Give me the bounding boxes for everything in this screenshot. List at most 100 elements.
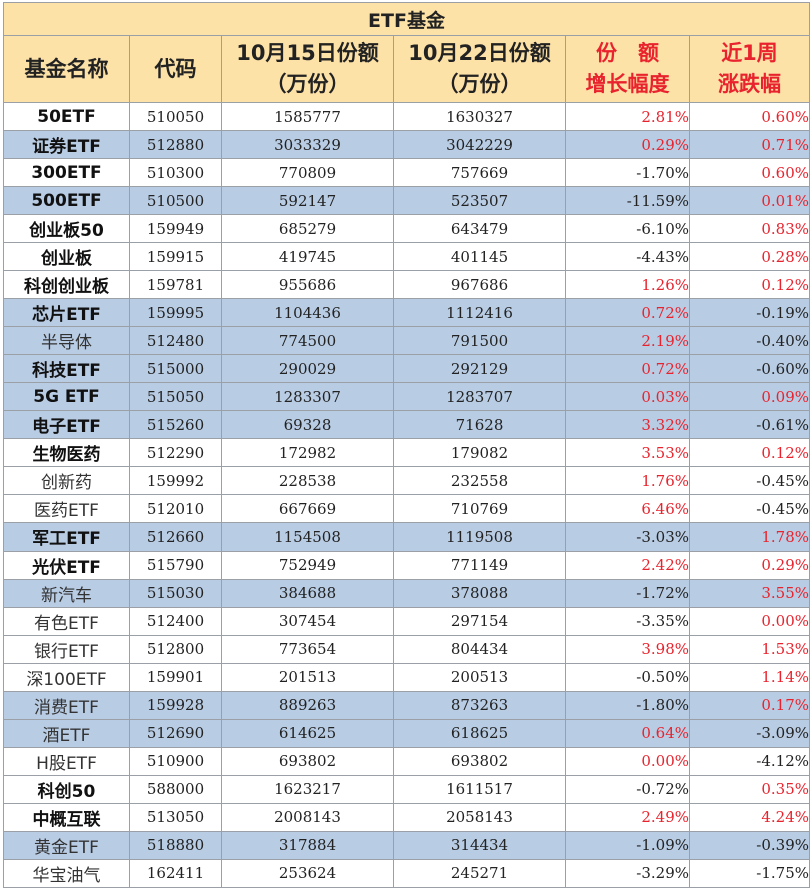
oct22-shares-cell: 314434: [393, 830, 566, 860]
share-growth-cell: -6.10%: [565, 214, 690, 244]
fund-name-cell: 创业板: [3, 242, 130, 272]
oct15-shares-cell: 253624: [221, 858, 394, 889]
fund-name-cell: 电子ETF: [3, 410, 130, 440]
fund-name-cell: 50ETF: [3, 101, 130, 132]
week-change-cell: 0.12%: [688, 270, 811, 300]
oct22-shares-cell: 771149: [393, 550, 566, 580]
oct15-shares-cell: 172982: [221, 438, 394, 468]
week-change-cell: -0.45%: [688, 466, 811, 496]
share-growth-cell: 6.46%: [565, 494, 690, 524]
share-growth-cell: -1.70%: [565, 158, 690, 188]
oct22-shares-cell: 804434: [393, 634, 566, 664]
week-change-cell: 0.00%: [688, 606, 811, 636]
fund-code-cell: 518880: [129, 830, 222, 860]
fund-code-cell: 512290: [129, 438, 222, 468]
oct22-shares-cell: 297154: [393, 606, 566, 636]
week-change-cell: 4.24%: [688, 802, 811, 832]
fund-code-cell: 510900: [129, 746, 222, 776]
fund-code-cell: 512660: [129, 522, 222, 552]
oct15-shares-cell: 317884: [221, 830, 394, 860]
oct22-shares-cell: 200513: [393, 662, 566, 692]
oct15-shares-cell: 770809: [221, 158, 394, 188]
oct15-shares-cell: 384688: [221, 578, 394, 608]
share-growth-cell: -1.09%: [565, 830, 690, 860]
table-row: 芯片ETF 159995 1104436 1112416 0.72% -0.19%: [3, 298, 811, 328]
share-growth-cell: 2.49%: [565, 802, 690, 832]
oct22-shares-cell: 3042229: [393, 130, 566, 160]
share-growth-cell: 3.98%: [565, 634, 690, 664]
fund-name-cell: 科创创业板: [3, 270, 130, 300]
fund-code-cell: 515260: [129, 410, 222, 440]
share-growth-cell: 0.72%: [565, 354, 690, 384]
week-change-cell: -0.60%: [688, 354, 811, 384]
oct15-shares-cell: 1283307: [221, 382, 394, 412]
header-oct22-shares: 10月22日份额 （万份）: [393, 35, 566, 103]
oct15-shares-cell: 955686: [221, 270, 394, 300]
table-row: 电子ETF 515260 69328 71628 3.32% -0.61%: [3, 410, 811, 440]
week-change-cell: -0.19%: [688, 298, 811, 328]
fund-code-cell: 159995: [129, 298, 222, 328]
share-growth-cell: 3.32%: [565, 410, 690, 440]
fund-name-cell: 500ETF: [3, 186, 130, 216]
fund-code-cell: 159915: [129, 242, 222, 272]
oct22-shares-cell: 791500: [393, 326, 566, 356]
fund-name-cell: 5G ETF: [3, 382, 130, 412]
table-row: 500ETF 510500 592147 523507 -11.59% 0.01%: [3, 186, 811, 216]
fund-code-cell: 162411: [129, 858, 222, 889]
week-change-cell: 1.78%: [688, 522, 811, 552]
oct22-shares-cell: 232558: [393, 466, 566, 496]
oct22-shares-cell: 71628: [393, 410, 566, 440]
week-change-cell: 0.09%: [688, 382, 811, 412]
oct22-shares-cell: 245271: [393, 858, 566, 889]
table-row: 光伏ETF 515790 752949 771149 2.42% 0.29%: [3, 550, 811, 580]
share-growth-cell: -1.80%: [565, 690, 690, 720]
table-row: 科创50 588000 1623217 1611517 -0.72% 0.35%: [3, 774, 811, 804]
share-growth-cell: -0.72%: [565, 774, 690, 804]
table-row: 300ETF 510300 770809 757669 -1.70% 0.60%: [3, 158, 811, 188]
week-change-cell: 0.35%: [688, 774, 811, 804]
share-growth-cell: -4.43%: [565, 242, 690, 272]
fund-code-cell: 515790: [129, 550, 222, 580]
oct15-shares-cell: 307454: [221, 606, 394, 636]
oct22-shares-cell: 693802: [393, 746, 566, 776]
table-row: H股ETF 510900 693802 693802 0.00% -4.12%: [3, 746, 811, 776]
week-change-cell: 0.12%: [688, 438, 811, 468]
fund-code-cell: 159901: [129, 662, 222, 692]
oct15-shares-cell: 419745: [221, 242, 394, 272]
week-change-cell: 0.60%: [688, 101, 811, 132]
week-change-cell: 0.60%: [688, 158, 811, 188]
table-row: 50ETF 510050 1585777 1630327 2.81% 0.60%: [3, 101, 811, 132]
table-row: 半导体 512480 774500 791500 2.19% -0.40%: [3, 326, 811, 356]
oct15-shares-cell: 201513: [221, 662, 394, 692]
fund-code-cell: 159928: [129, 690, 222, 720]
oct15-shares-cell: 290029: [221, 354, 394, 384]
oct15-shares-cell: 1104436: [221, 298, 394, 328]
fund-name-cell: 军工ETF: [3, 522, 130, 552]
fund-code-cell: 510050: [129, 101, 222, 132]
table-row: 军工ETF 512660 1154508 1119508 -3.03% 1.78%: [3, 522, 811, 552]
fund-name-cell: 证券ETF: [3, 130, 130, 160]
share-growth-cell: 2.81%: [565, 101, 690, 132]
header-share-growth: 份 额增长幅度: [565, 35, 690, 103]
share-growth-cell: 0.29%: [565, 130, 690, 160]
oct22-shares-cell: 292129: [393, 354, 566, 384]
oct15-shares-cell: 773654: [221, 634, 394, 664]
week-change-cell: -4.12%: [688, 746, 811, 776]
table-row: 生物医药 512290 172982 179082 3.53% 0.12%: [3, 438, 811, 468]
header-code: 代码: [129, 35, 222, 103]
fund-code-cell: 512480: [129, 326, 222, 356]
fund-name-cell: 有色ETF: [3, 606, 130, 636]
week-change-cell: -0.40%: [688, 326, 811, 356]
fund-name-cell: 芯片ETF: [3, 298, 130, 328]
fund-name-cell: 银行ETF: [3, 634, 130, 664]
week-change-cell: 1.53%: [688, 634, 811, 664]
oct15-shares-cell: 693802: [221, 746, 394, 776]
week-change-cell: 0.29%: [688, 550, 811, 580]
oct15-shares-cell: 1623217: [221, 774, 394, 804]
oct22-shares-cell: 523507: [393, 186, 566, 216]
table-body: 50ETF 510050 1585777 1630327 2.81% 0.60% 证券ETF…: [3, 101, 811, 889]
oct15-shares-cell: 889263: [221, 690, 394, 720]
header-row: 基金名称 代码 10月15日份额 （万份） 10月22日份额 （万份） 份 额增长幅…: [3, 35, 811, 103]
oct22-shares-cell: 1112416: [393, 298, 566, 328]
